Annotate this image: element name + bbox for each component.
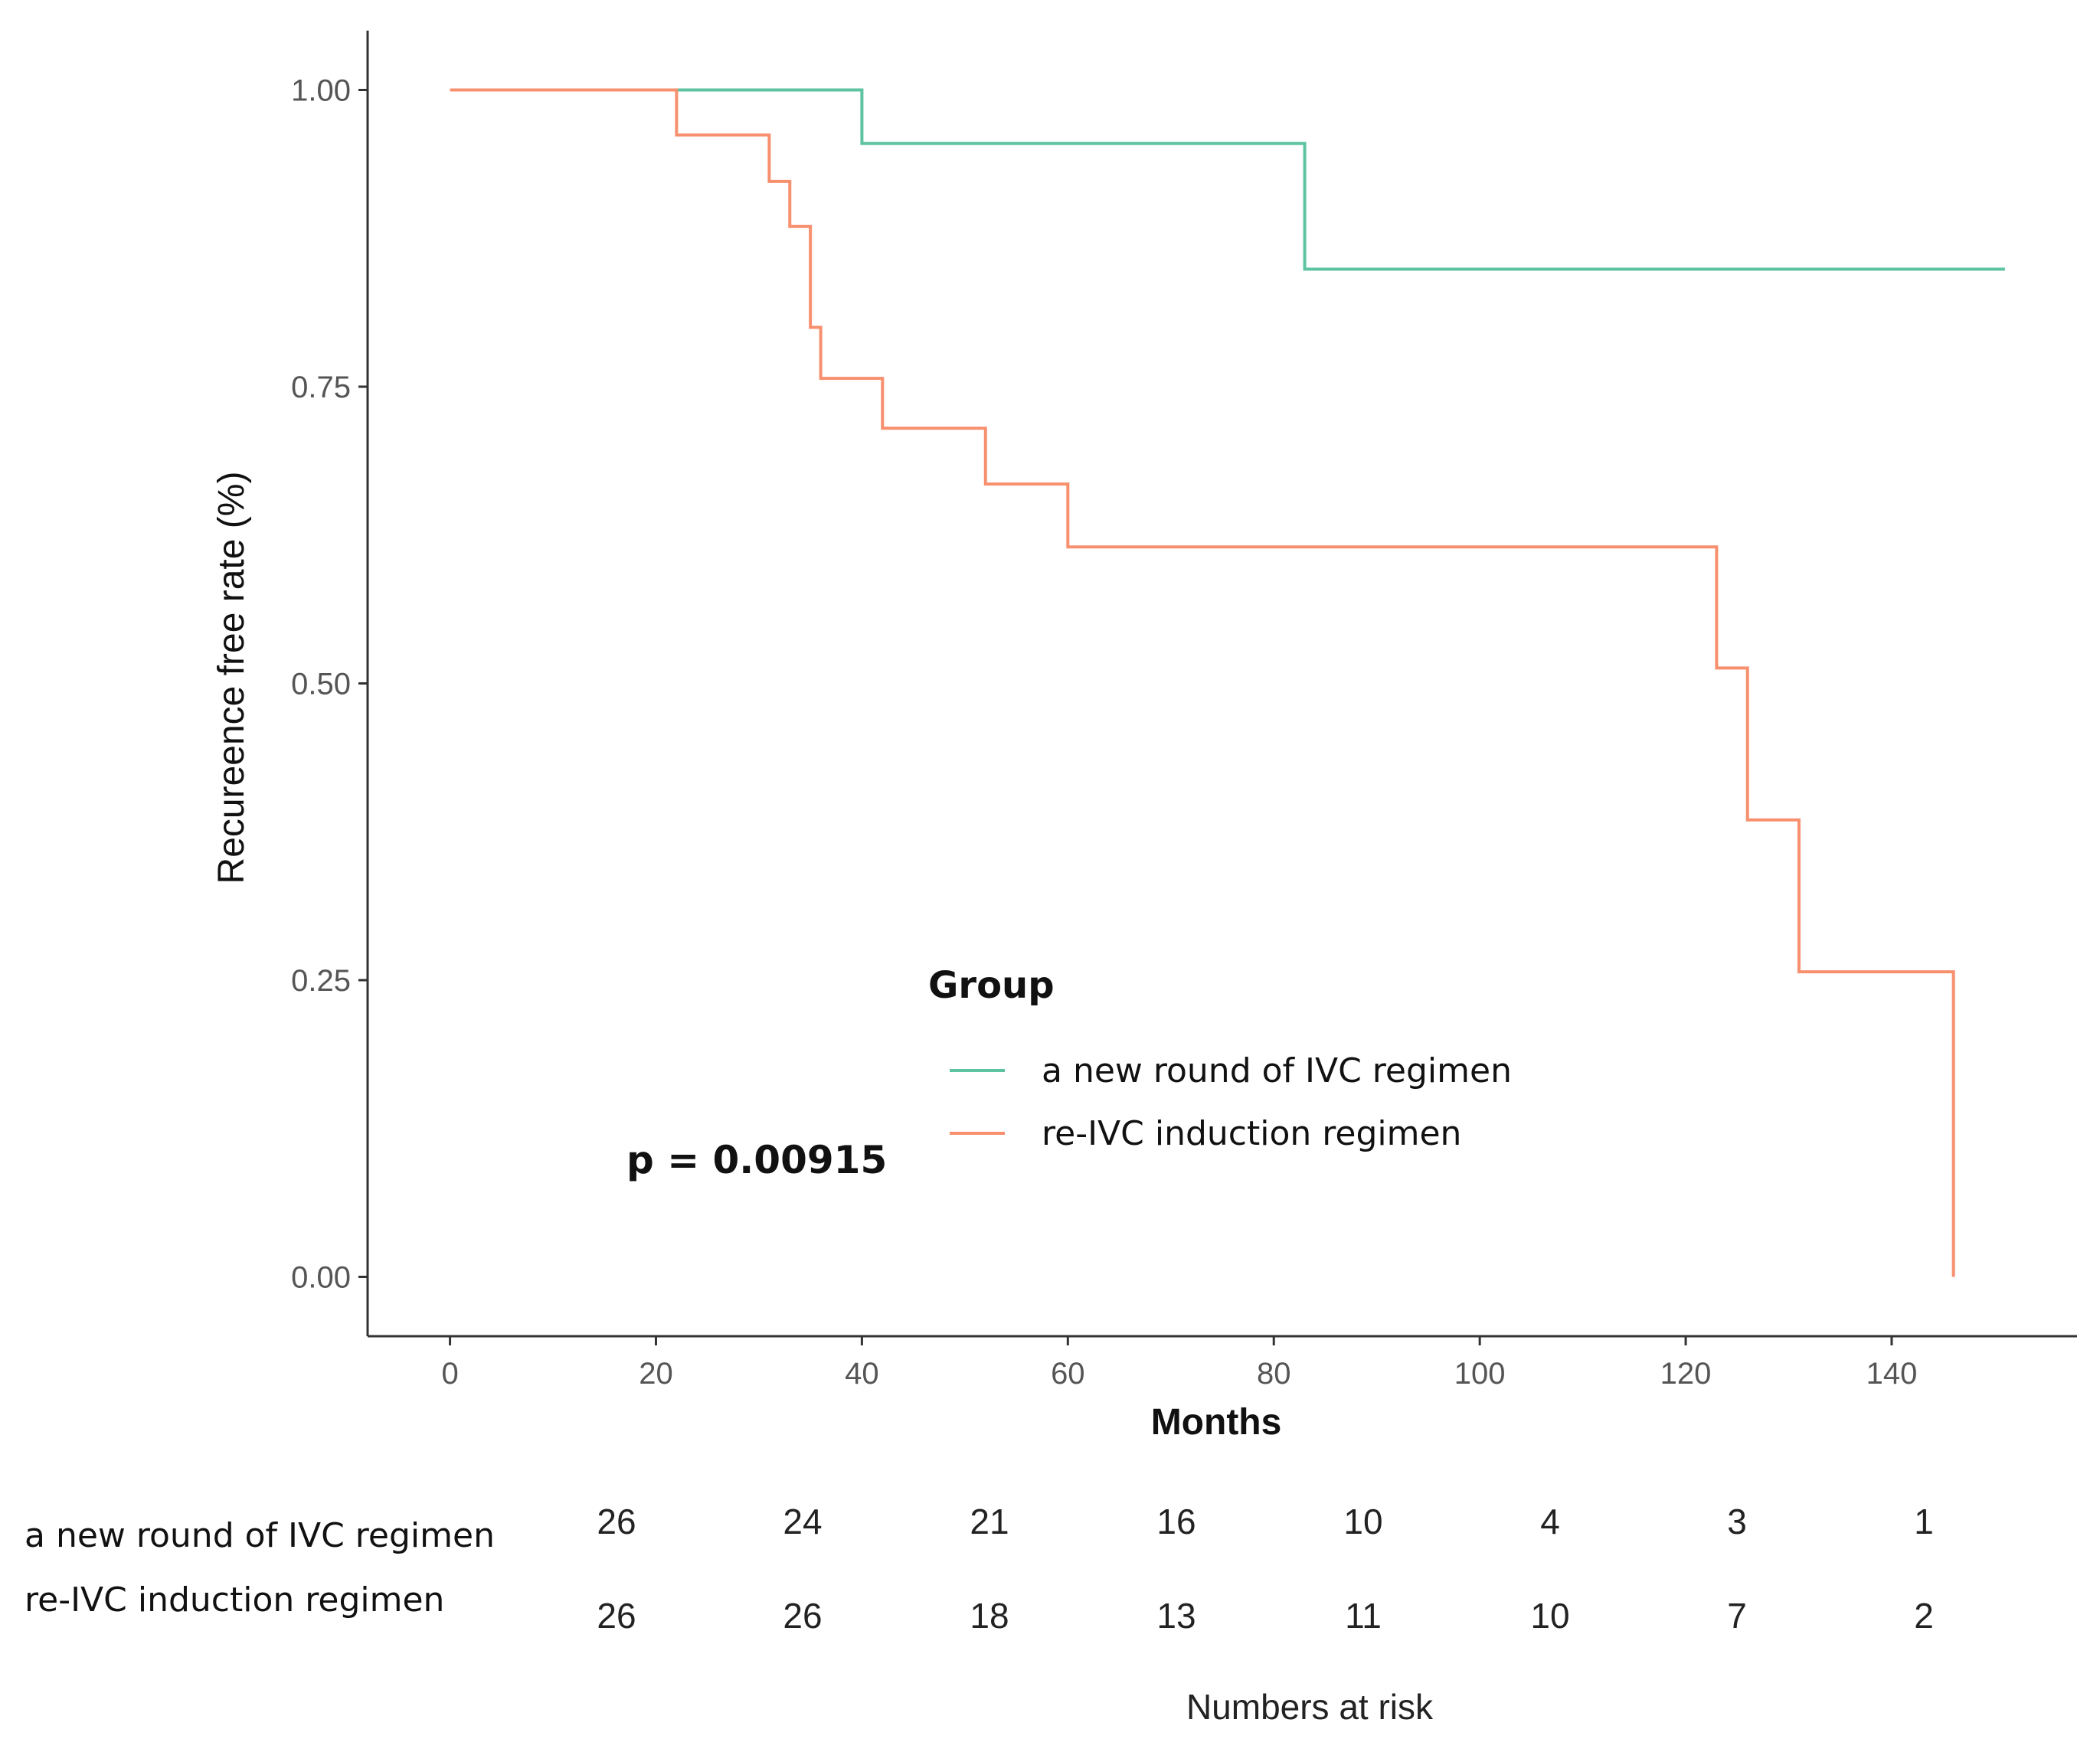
- survival-curves: [450, 88, 2005, 1277]
- axes: 0.00 0.25 0.50 0.75 1.00 0 20 40 60 80 100 120 140: [291, 31, 2077, 1391]
- legend-title: Group: [928, 964, 1055, 1007]
- risk-value-re-ivc: 11: [1345, 1596, 1382, 1636]
- series-line-new-round: [450, 88, 2005, 271]
- y-axis-title: Recureence free rate (%): [211, 472, 252, 884]
- x-tick-label: 60: [1051, 1357, 1085, 1391]
- x-tick-label: 20: [639, 1357, 673, 1391]
- risk-value-re-ivc: 7: [1727, 1596, 1747, 1636]
- risk-row-label-re-ivc: re-IVC induction regimen: [25, 1580, 444, 1620]
- x-tick-label: 100: [1454, 1357, 1506, 1391]
- risk-value-new-round: 26: [597, 1502, 636, 1541]
- y-tick-label: 0.50: [291, 668, 351, 701]
- x-tick-label: 140: [1866, 1357, 1918, 1391]
- x-tick-label: 80: [1257, 1357, 1291, 1391]
- risk-value-re-ivc: 13: [1156, 1596, 1196, 1636]
- x-tick-label: 0: [441, 1357, 458, 1391]
- risk-value-new-round: 3: [1727, 1502, 1747, 1541]
- risk-row-label-new-round: a new round of IVC regimen: [25, 1516, 495, 1555]
- risk-value-new-round: 4: [1540, 1502, 1560, 1541]
- risk-value-new-round: 24: [783, 1502, 822, 1541]
- x-axis-title: Months: [1151, 1402, 1282, 1443]
- risk-value-re-ivc: 26: [597, 1596, 636, 1636]
- y-tick-label: 0.00: [291, 1261, 351, 1295]
- risk-table: a new round of IVC regimen re-IVC induct…: [25, 1502, 1934, 1727]
- p-value-annotation: p = 0.00915: [626, 1138, 887, 1182]
- risk-value-new-round: 16: [1156, 1502, 1196, 1541]
- y-tick-label: 0.25: [291, 964, 351, 998]
- y-tick-label: 1.00: [291, 74, 351, 108]
- y-tick-label: 0.75: [291, 371, 351, 404]
- risk-numbers: 26 24 21 16 10 4 3 1 26 26 18 13 11 10 7 2: [597, 1502, 1933, 1636]
- legend: Group a new round of IVC regimen re-IVC …: [928, 964, 1512, 1153]
- series-line-re-ivc: [450, 88, 1955, 1277]
- risk-value-re-ivc: 26: [783, 1596, 822, 1636]
- risk-value-re-ivc: 10: [1530, 1596, 1569, 1636]
- x-tick-label: 40: [845, 1357, 879, 1391]
- risk-value-new-round: 1: [1914, 1502, 1934, 1541]
- legend-label-re-ivc: re-IVC induction regimen: [1042, 1114, 1461, 1153]
- x-tick-label: 120: [1660, 1357, 1712, 1391]
- risk-value-re-ivc: 2: [1914, 1596, 1934, 1636]
- risk-value-new-round: 21: [970, 1502, 1009, 1541]
- risk-value-new-round: 10: [1343, 1502, 1382, 1541]
- risk-value-re-ivc: 18: [970, 1596, 1009, 1636]
- legend-label-new-round: a new round of IVC regimen: [1042, 1051, 1512, 1090]
- risk-table-title: Numbers at risk: [1186, 1687, 1434, 1727]
